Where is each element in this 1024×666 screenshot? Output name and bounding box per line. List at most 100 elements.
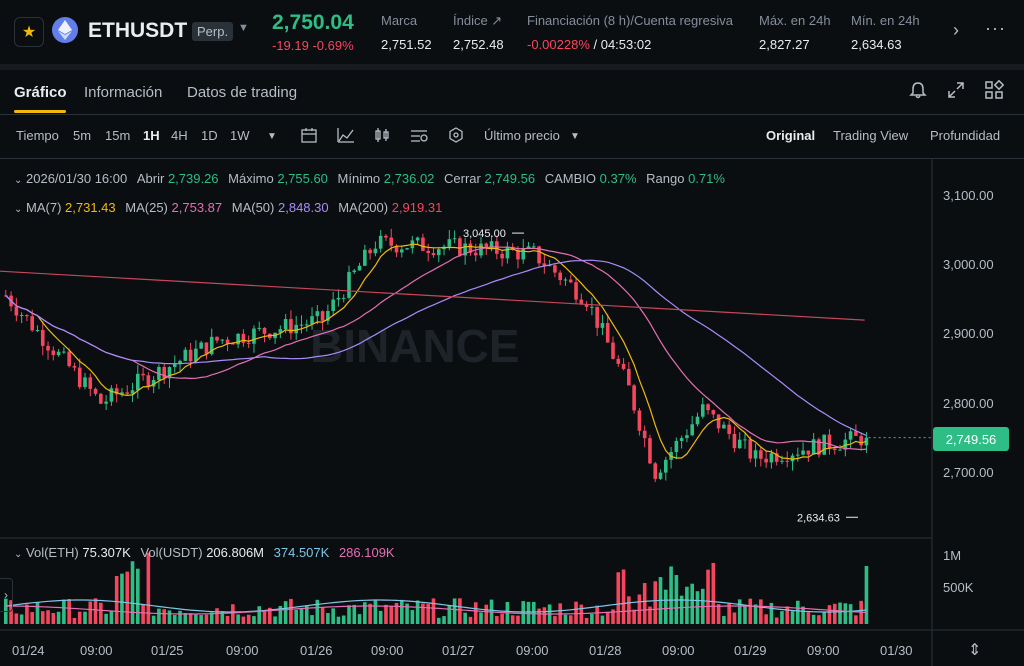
time-tick: 09:00 [516,643,549,658]
candle [384,235,388,238]
volume-bar [479,612,483,624]
candle [310,316,314,325]
view-original[interactable]: Original [766,128,816,143]
candle [753,450,758,459]
timeframe-1d[interactable]: 1D [201,128,218,143]
volume-bar [125,571,130,624]
calendar-icon[interactable] [300,127,318,143]
collapse-ma-icon[interactable]: ⌄ [14,204,23,215]
ohlc-range: 0.71% [688,171,725,186]
candle [722,424,726,429]
low-24h-value: 2,634.63 [851,37,902,52]
timeframe-1h[interactable]: 1H [143,128,160,143]
candle [331,299,335,311]
ma7-value: 2,731.43 [65,200,116,215]
volume-bar [368,603,372,624]
watermark: BINANCE [310,320,520,372]
time-tick: 01/25 [151,643,184,658]
volume-bar [605,611,610,624]
volume-bar [56,611,61,624]
volume-bar [194,614,198,624]
volume-bar [109,611,114,624]
candle-type-icon[interactable] [373,127,391,143]
scale-adjust-icon[interactable]: ⇕ [968,642,982,659]
timeframe-dropdown-icon[interactable]: ▼ [267,131,277,142]
favorite-star-icon[interactable]: ★ [14,17,44,47]
time-tick: 09:00 [80,643,113,658]
timeframe-15m[interactable]: 15m [105,128,131,143]
bell-icon[interactable] [908,80,928,100]
candle [188,349,193,362]
volume-bar [347,605,351,624]
time-tick: 09:00 [807,643,840,658]
volume-bars-group [4,552,869,624]
candle [458,238,462,256]
volume-bar [532,601,536,624]
candle [146,375,151,387]
chevron-right-icon[interactable]: › [953,20,959,40]
volume-bar [843,603,848,624]
chevron-down-icon[interactable]: ▼ [238,22,249,34]
price-change: -19.19 -0.69% [272,38,354,53]
candle [769,453,774,463]
tab-trading-data[interactable]: Datos de trading [187,84,298,101]
timeframe-5m[interactable]: 5m [73,128,92,143]
candle [72,366,77,368]
candle [590,306,594,308]
volume-bar [67,599,71,624]
collapse-icon[interactable]: ⌄ [14,175,23,186]
tab-info[interactable]: Información [84,84,163,101]
chart-settings-icon[interactable] [410,127,428,143]
candle [104,401,108,404]
candle [120,392,124,395]
ma7-line [5,243,867,460]
candle [558,272,562,281]
volume-bar [220,611,225,624]
timeframe-4h[interactable]: 4H [171,128,188,143]
volume-bar [796,600,800,624]
price-type-select[interactable]: Último precio [484,128,560,143]
time-tick: 01/30 [880,643,913,658]
hexagon-settings-icon[interactable] [447,127,465,143]
index-price-label[interactable]: Índice ↗ [453,13,503,28]
view-depth[interactable]: Profundidad [930,128,1001,143]
more-dots-icon[interactable]: ··· [985,18,1006,38]
candle [336,297,341,300]
price-type-dropdown-icon[interactable]: ▼ [570,131,580,142]
expand-icon[interactable] [946,80,966,100]
candle [114,388,119,395]
tab-chart[interactable]: Gráfico [14,84,67,101]
candle [584,303,589,307]
view-tradingview[interactable]: Trading View [833,128,909,143]
indicator-chart-icon[interactable] [337,127,355,143]
volume-bar [832,603,837,624]
volume-bar [473,602,478,624]
candle [532,246,536,248]
layout-grid-icon[interactable] [984,79,1005,100]
candle [674,440,679,452]
candle [125,392,130,394]
volume-bar [273,616,277,624]
price-tick: 3,100.00 [943,188,994,203]
collapse-vol-icon[interactable]: ⌄ [14,549,23,560]
candle [627,368,631,386]
vol-usdt-value: 206.806M [206,545,265,560]
volume-bar [104,613,108,624]
candle [278,329,283,333]
symbol-title[interactable]: ETHUSDT [88,19,188,42]
price-chart[interactable]: BINANCE 3,045.00 2,634.63 [0,158,1024,666]
price-tick: 2,700.00 [943,465,994,480]
candle [167,367,172,379]
volume-bar [426,603,430,624]
volume-bar [716,604,721,624]
volume-bar [304,605,309,624]
candle [400,249,404,253]
volume-bar [600,615,605,624]
candle [489,241,494,249]
volume-bar [616,572,621,624]
candle [621,363,626,369]
candle [568,279,573,283]
timeframe-1w[interactable]: 1W [230,128,250,143]
expand-panel-icon[interactable]: › [0,578,13,612]
candle [415,237,420,241]
